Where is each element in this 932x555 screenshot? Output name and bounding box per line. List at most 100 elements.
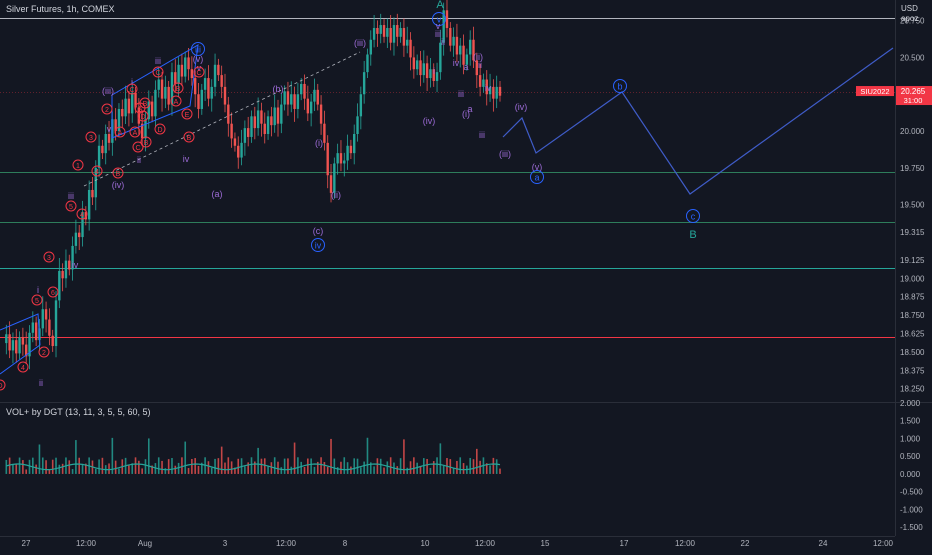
candle-body[interactable] xyxy=(117,108,121,132)
candle-body[interactable] xyxy=(246,128,250,137)
candle-body[interactable] xyxy=(449,27,452,46)
symbol-title[interactable]: Silver Futures, 1h, COMEX xyxy=(6,4,115,14)
candle-body[interactable] xyxy=(68,260,71,270)
candle-body[interactable] xyxy=(396,25,399,37)
candle-body[interactable] xyxy=(197,94,200,109)
candle-body[interactable] xyxy=(422,63,425,76)
candle-body[interactable] xyxy=(200,89,203,109)
candle-body[interactable] xyxy=(306,98,310,114)
candle-body[interactable] xyxy=(253,116,257,129)
candle-body[interactable] xyxy=(260,110,263,124)
candle-body[interactable] xyxy=(230,123,233,139)
candle-body[interactable] xyxy=(379,25,382,34)
candle-body[interactable] xyxy=(207,78,210,99)
candle-body[interactable] xyxy=(24,344,28,357)
candle-body[interactable] xyxy=(210,86,213,99)
candle-body[interactable] xyxy=(51,335,54,347)
candle-body[interactable] xyxy=(296,94,300,109)
candle-body[interactable] xyxy=(286,91,290,105)
price-scale-mode[interactable]: apoz xyxy=(901,14,919,23)
candle-body[interactable] xyxy=(273,107,276,126)
candle-body[interactable] xyxy=(78,232,81,238)
candle-body[interactable] xyxy=(482,79,485,87)
candle-body[interactable] xyxy=(137,107,141,124)
volume-indicator-title[interactable]: VOL+ by DGT (13, 11, 3, 5, 5, 60, 5) xyxy=(6,407,151,417)
candle-body[interactable] xyxy=(193,78,197,95)
candle-body[interactable] xyxy=(97,145,101,168)
candle-body[interactable] xyxy=(250,116,253,137)
candle-body[interactable] xyxy=(84,212,88,220)
candle-body[interactable] xyxy=(107,134,111,143)
candle-body[interactable] xyxy=(127,98,131,114)
candle-body[interactable] xyxy=(131,92,134,114)
candle-body[interactable] xyxy=(64,260,68,279)
candle-body[interactable] xyxy=(465,54,469,65)
projection-path[interactable] xyxy=(502,47,894,195)
candle-body[interactable] xyxy=(187,57,190,70)
candle-body[interactable] xyxy=(237,145,240,158)
candle-body[interactable] xyxy=(309,101,313,114)
candle-body[interactable] xyxy=(48,319,51,336)
candle-body[interactable] xyxy=(174,72,177,84)
candle-body[interactable] xyxy=(290,94,293,105)
candle-body[interactable] xyxy=(15,340,18,354)
candle-body[interactable] xyxy=(167,86,170,105)
candle-body[interactable] xyxy=(140,123,144,139)
candle-body[interactable] xyxy=(419,60,422,76)
candle-body[interactable] xyxy=(124,98,127,117)
candle-body[interactable] xyxy=(134,92,137,108)
candle-body[interactable] xyxy=(369,39,372,55)
candle-body[interactable] xyxy=(452,36,455,46)
candle-body[interactable] xyxy=(233,138,237,146)
candle-body[interactable] xyxy=(61,270,64,279)
candle-body[interactable] xyxy=(376,27,379,34)
candle-body[interactable] xyxy=(44,309,48,320)
candle-body[interactable] xyxy=(362,72,366,95)
candle-body[interactable] xyxy=(366,54,369,73)
candle-body[interactable] xyxy=(184,57,187,77)
candle-body[interactable] xyxy=(498,86,502,96)
candle-body[interactable] xyxy=(399,27,402,37)
candle-body[interactable] xyxy=(160,79,164,99)
candle-body[interactable] xyxy=(386,27,389,37)
candle-body[interactable] xyxy=(256,110,260,129)
candle-body[interactable] xyxy=(101,145,104,154)
candle-body[interactable] xyxy=(270,116,273,126)
candle-body[interactable] xyxy=(468,39,472,55)
candle-body[interactable] xyxy=(8,334,11,351)
candle-body[interactable] xyxy=(243,128,247,143)
candle-body[interactable] xyxy=(343,160,346,164)
candle-body[interactable] xyxy=(435,72,439,81)
candle-body[interactable] xyxy=(94,167,97,198)
candle-body[interactable] xyxy=(455,36,459,55)
candle-body[interactable] xyxy=(170,72,174,105)
candle-body[interactable] xyxy=(359,94,363,117)
candle-body[interactable] xyxy=(415,60,419,70)
candle-body[interactable] xyxy=(488,86,492,95)
candle-body[interactable] xyxy=(329,175,333,193)
candle-body[interactable] xyxy=(217,64,220,76)
candle-body[interactable] xyxy=(114,119,117,132)
candle-body[interactable] xyxy=(492,86,495,99)
candle-body[interactable] xyxy=(71,245,74,270)
candle-body[interactable] xyxy=(439,42,442,73)
candle-body[interactable] xyxy=(180,64,184,77)
candle-body[interactable] xyxy=(280,104,283,124)
candle-body[interactable] xyxy=(147,101,150,120)
candle-body[interactable] xyxy=(11,340,15,351)
candle-body[interactable] xyxy=(412,57,416,70)
candle-body[interactable] xyxy=(91,189,94,198)
candle-body[interactable] xyxy=(432,69,435,81)
candle-body[interactable] xyxy=(326,142,329,176)
candle-body[interactable] xyxy=(475,60,479,76)
candle-body[interactable] xyxy=(406,39,409,46)
candle-body[interactable] xyxy=(54,300,58,347)
candle-body[interactable] xyxy=(392,25,396,43)
candle-body[interactable] xyxy=(349,145,353,154)
candle-body[interactable] xyxy=(339,153,343,164)
candle-body[interactable] xyxy=(31,322,35,333)
candle-body[interactable] xyxy=(266,116,270,134)
candle-body[interactable] xyxy=(150,101,154,117)
early-wave-channel[interactable] xyxy=(0,313,41,375)
